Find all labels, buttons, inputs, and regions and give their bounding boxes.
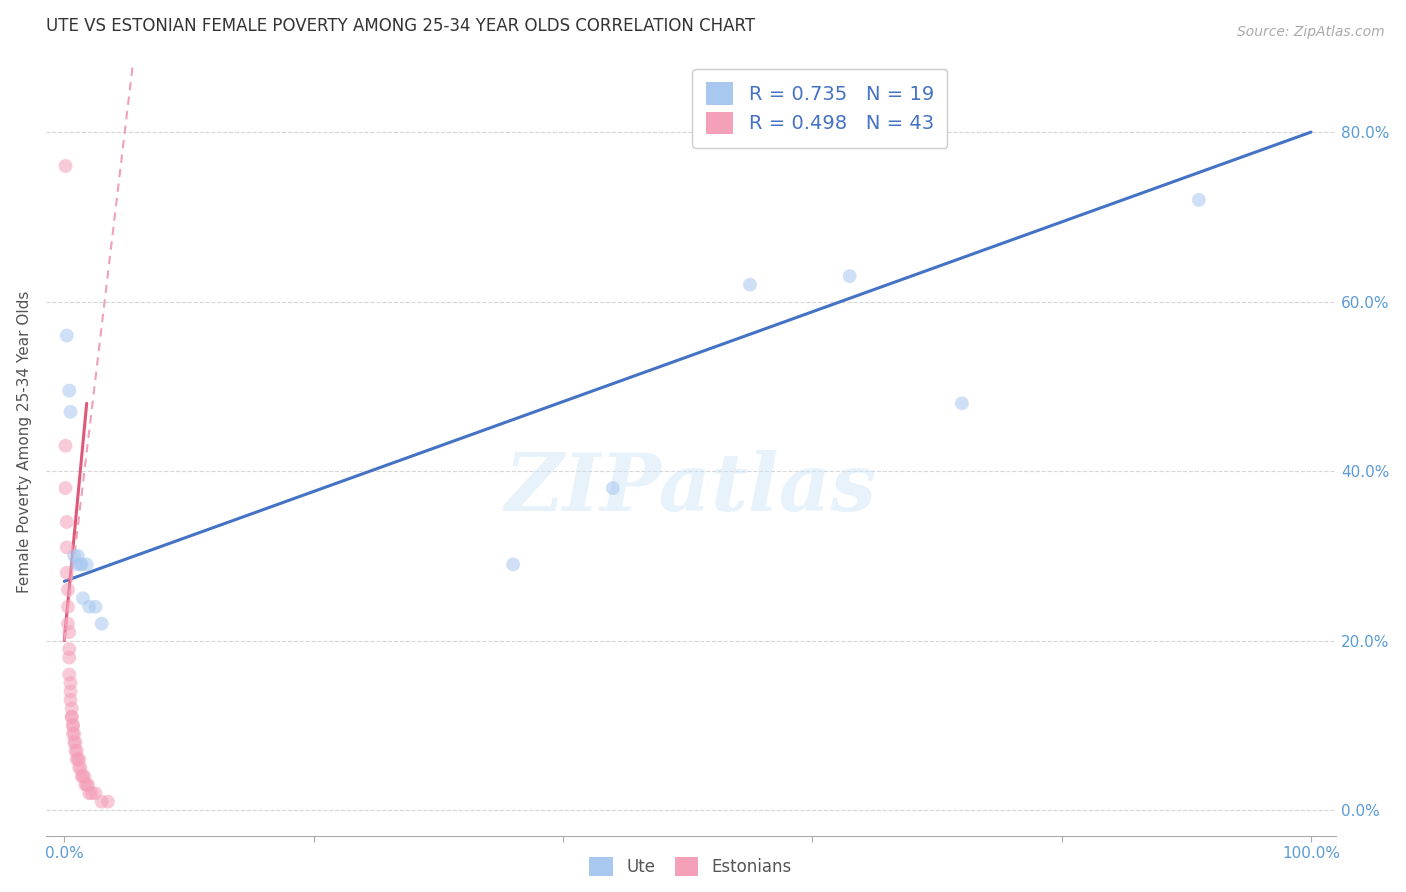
Point xyxy=(65,735,87,749)
Point xyxy=(72,769,94,783)
Point xyxy=(70,558,93,572)
Point xyxy=(55,566,77,580)
Point xyxy=(77,786,100,800)
Point xyxy=(75,778,97,792)
Point xyxy=(66,752,89,766)
Point xyxy=(90,795,112,809)
Point xyxy=(60,710,83,724)
Point xyxy=(72,591,94,606)
Point xyxy=(67,752,90,766)
Point xyxy=(66,752,89,766)
Point xyxy=(84,599,107,614)
Point xyxy=(63,549,86,563)
Text: Source: ZipAtlas.com: Source: ZipAtlas.com xyxy=(1237,25,1385,39)
Point xyxy=(55,439,77,453)
Point xyxy=(66,549,89,563)
Point xyxy=(59,676,82,690)
Point xyxy=(838,269,860,284)
Point xyxy=(58,625,80,640)
Point xyxy=(55,515,77,529)
Point xyxy=(58,667,80,681)
Point xyxy=(56,582,79,597)
Point xyxy=(602,481,624,495)
Point xyxy=(65,744,87,758)
Text: UTE VS ESTONIAN FEMALE POVERTY AMONG 25-34 YEAR OLDS CORRELATION CHART: UTE VS ESTONIAN FEMALE POVERTY AMONG 25-… xyxy=(45,17,755,35)
Point xyxy=(55,159,77,173)
Point xyxy=(59,405,82,419)
Point xyxy=(55,541,77,555)
Point xyxy=(60,701,83,715)
Point xyxy=(73,769,96,783)
Point xyxy=(69,558,91,572)
Point xyxy=(58,384,80,398)
Point xyxy=(502,558,524,572)
Point xyxy=(67,761,90,775)
Point xyxy=(62,718,84,732)
Point xyxy=(55,328,77,343)
Point xyxy=(56,616,79,631)
Point xyxy=(59,684,82,698)
Point xyxy=(950,396,973,410)
Point xyxy=(80,786,103,800)
Point xyxy=(97,795,120,809)
Point xyxy=(60,710,83,724)
Point xyxy=(58,650,80,665)
Point xyxy=(84,786,107,800)
Point xyxy=(55,481,77,495)
Point xyxy=(69,761,91,775)
Point xyxy=(90,616,112,631)
Text: ZIPatlas: ZIPatlas xyxy=(505,450,877,527)
Legend: Ute, Estonians: Ute, Estonians xyxy=(583,850,799,882)
Point xyxy=(70,769,93,783)
Point xyxy=(66,744,89,758)
Point xyxy=(59,693,82,707)
Point xyxy=(738,277,761,292)
Point xyxy=(62,727,84,741)
Point xyxy=(66,558,89,572)
Point xyxy=(1188,193,1211,207)
Point xyxy=(58,642,80,657)
Point xyxy=(76,778,98,792)
Point xyxy=(63,727,86,741)
Point xyxy=(56,599,79,614)
Point xyxy=(76,558,98,572)
Point xyxy=(62,718,84,732)
Point xyxy=(77,599,100,614)
Point xyxy=(63,735,86,749)
Point xyxy=(77,778,100,792)
Y-axis label: Female Poverty Among 25-34 Year Olds: Female Poverty Among 25-34 Year Olds xyxy=(17,290,32,592)
